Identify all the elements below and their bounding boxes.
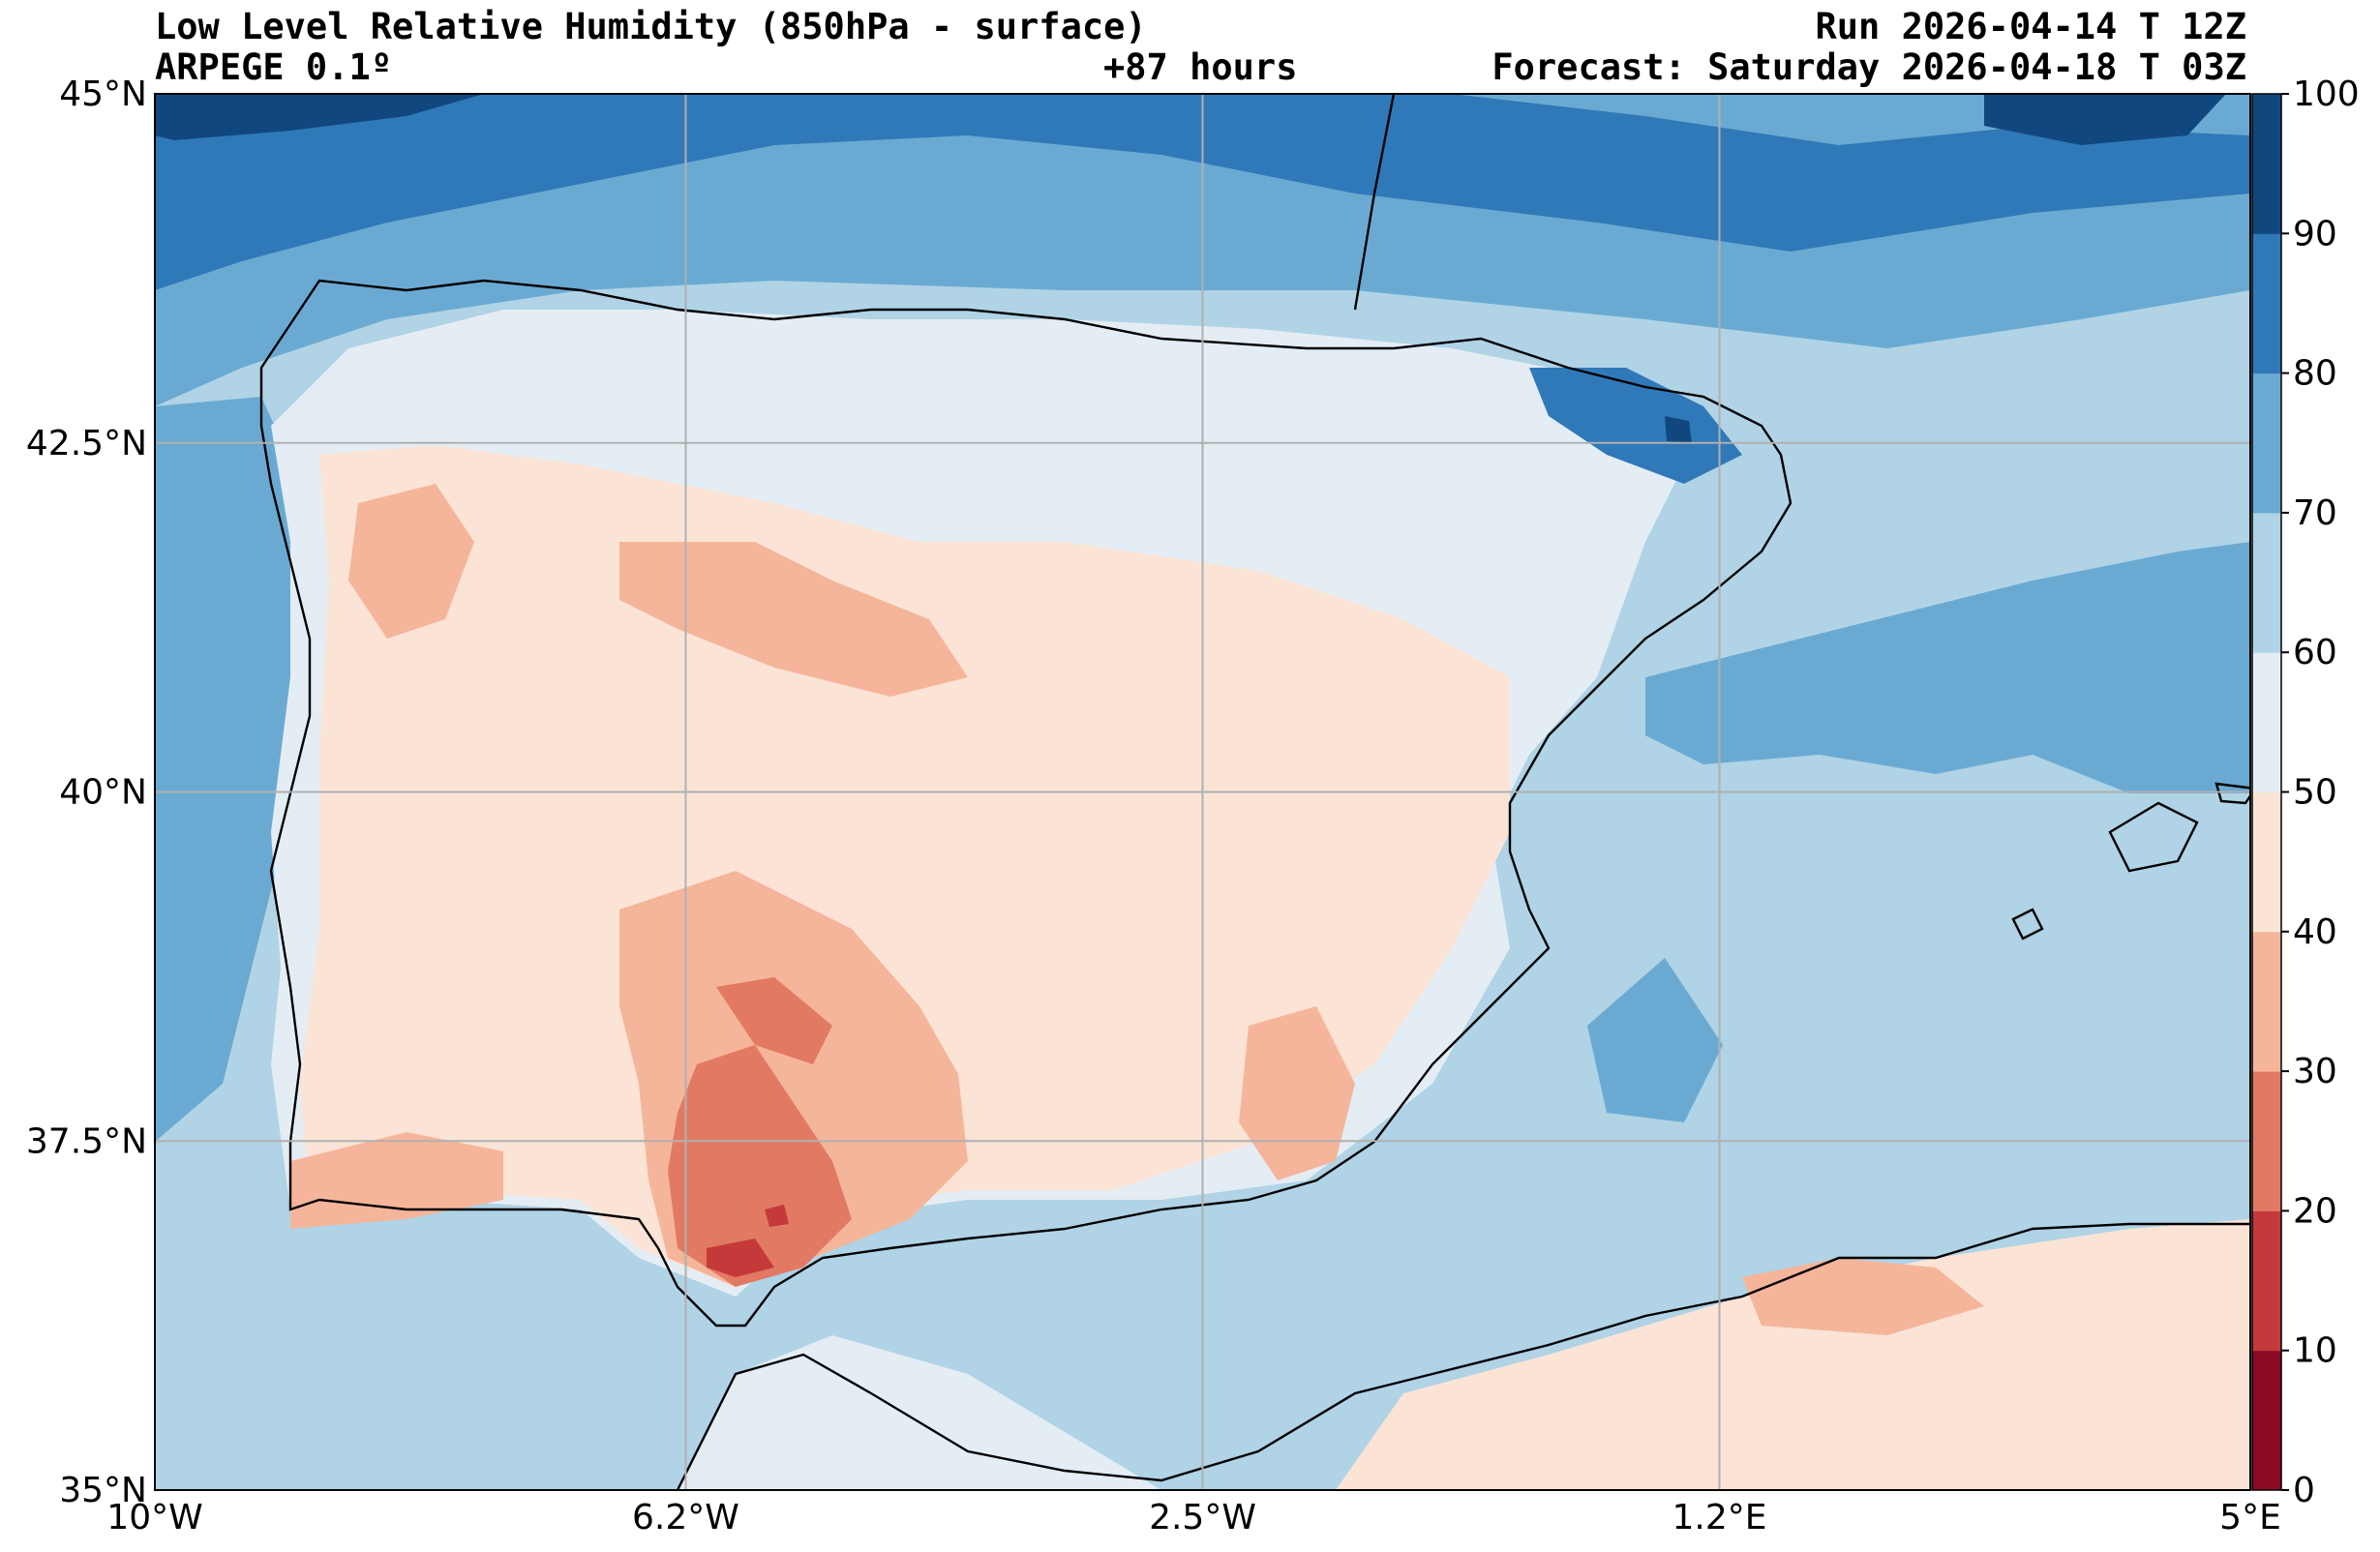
lat-tick-label: 40°N: [59, 773, 147, 813]
lat-tick-label: 45°N: [59, 75, 147, 114]
colorbar-label: 90: [2293, 214, 2337, 254]
field-30-sw: [290, 1132, 503, 1229]
field-10-core: [707, 1239, 774, 1277]
field-20-andalusia: [668, 1045, 852, 1287]
coastlines: [259, 94, 2250, 1490]
africa-coastline: [676, 1222, 2250, 1490]
lon-tick-label: 10°W: [106, 1498, 202, 1537]
field-80-north: [155, 94, 2250, 290]
colorbar-label: 0: [2293, 1471, 2315, 1510]
colorbar-label: 30: [2293, 1052, 2337, 1091]
lead-time: +87 hours: [1103, 46, 1298, 88]
run-label: Run 2026-04-14 T 12Z: [1815, 6, 2246, 47]
iberia-coastline: [259, 279, 1793, 1328]
colorbar-segment: [2252, 652, 2281, 792]
lat-tick-label: 37.5°N: [26, 1121, 147, 1161]
lat-tick-label: 42.5°N: [26, 424, 147, 463]
lat-tick-labels: 45°N 42.5°N 40°N 37.5°N 35°N: [26, 75, 147, 1510]
field-30-central: [619, 542, 968, 697]
colorbar-label: 70: [2293, 493, 2337, 533]
colorbar-label: 20: [2293, 1191, 2337, 1231]
field-30-se: [1239, 1006, 1355, 1180]
lon-tick-label: 5°E: [2219, 1498, 2281, 1537]
field-70-atlantic: [155, 397, 310, 1142]
france-coastline: [1353, 94, 1396, 311]
colorbar: 0 10 20 30 40 50 60 70 80 90 100: [2251, 75, 2360, 1510]
colorbar-segment: [2252, 233, 2281, 374]
model-label: ARPEGE 0.1º: [155, 46, 393, 88]
field-50-africa-west: [678, 1335, 1161, 1490]
lon-tick-label: 1.2°E: [1672, 1498, 1767, 1537]
colorbar-segment: [2252, 791, 2281, 933]
menorca-coastline: [2214, 782, 2250, 805]
colorbar-label: 80: [2293, 354, 2337, 394]
field-20-guadalquivir: [716, 977, 832, 1064]
field-80-pyrenees: [1529, 368, 1742, 484]
colorbar-segment: [2252, 512, 2281, 653]
colorbar-label: 50: [2293, 773, 2337, 813]
map-title: Low Level Relative Humidity (850hPa - su…: [155, 6, 1147, 47]
field-90-pyrenees: [1665, 416, 1692, 443]
colorbar-segment: [2252, 931, 2281, 1072]
field-70-alboran: [1587, 958, 1723, 1122]
field-90-northeast: [1984, 94, 2226, 145]
colorbar-segment: [2252, 1210, 2281, 1352]
field-70-balearic: [1645, 542, 2250, 793]
colorbar-segment: [2252, 373, 2281, 514]
field-10-core-b: [765, 1205, 789, 1227]
field-90-north: [155, 94, 484, 140]
field-40-iberia: [300, 445, 1510, 1287]
colorbar-segment: [2252, 1350, 2281, 1491]
colorbar-label: 10: [2293, 1331, 2337, 1371]
colorbar-label: 60: [2293, 633, 2337, 672]
lon-tick-label: 2.5°W: [1149, 1498, 1256, 1537]
field-30-africa: [1742, 1258, 1984, 1335]
colorbar-label: 40: [2293, 912, 2337, 952]
colorbar-segment: [2252, 94, 2281, 234]
lat-tick-label: 35°N: [59, 1471, 147, 1510]
field-30-nw: [348, 484, 474, 639]
map-frame: [154, 93, 2251, 1491]
field-40-africa: [1336, 1219, 2250, 1490]
colorbar-segment: [2252, 1071, 2281, 1211]
colorbar-label: 100: [2293, 75, 2360, 114]
lon-tick-label: 6.2°W: [632, 1498, 739, 1537]
lon-tick-labels: 10°W 6.2°W 2.5°W 1.2°E 5°E: [106, 1498, 2281, 1537]
forecast-label: Forecast: Saturday 2026-04-18 T 03Z: [1491, 46, 2246, 88]
mallorca-coastline: [2108, 801, 2199, 873]
ibiza-coastline: [2011, 908, 2044, 940]
